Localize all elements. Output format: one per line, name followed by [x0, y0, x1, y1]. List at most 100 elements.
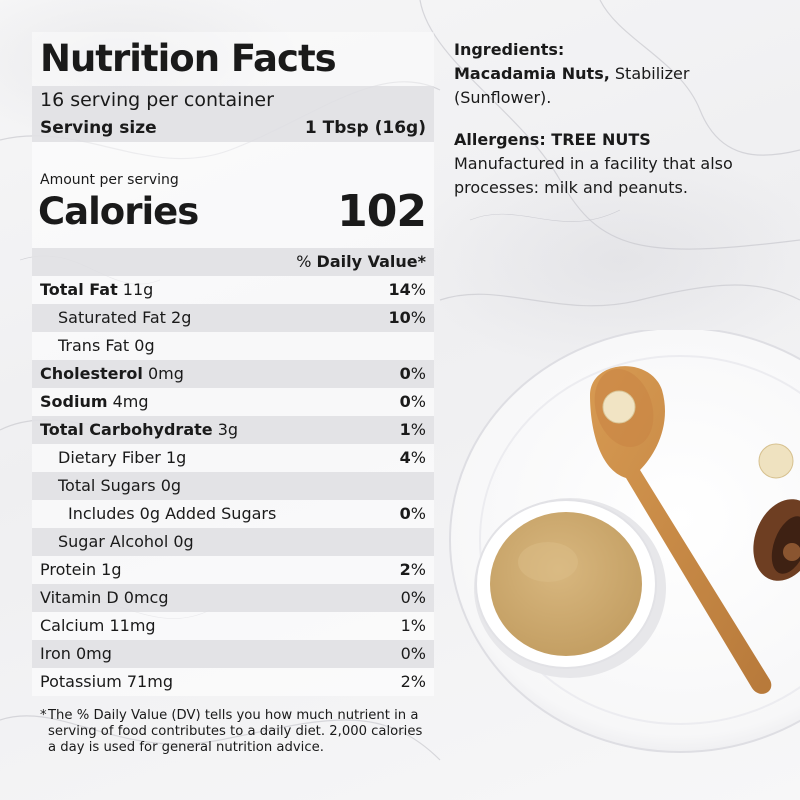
nutrient-daily-value: 0%: [400, 500, 426, 528]
nutrition-facts-panel: Nutrition Facts 16 serving per container…: [32, 32, 434, 756]
nutrient-amount: 0mg: [142, 364, 184, 383]
nutrient-row: Saturated Fat 2g 10%: [32, 304, 434, 332]
nutrient-name: Potassium 71mg: [40, 668, 173, 696]
nutrient-amount: 4mg: [107, 392, 149, 411]
calories-label: Calories: [38, 190, 199, 233]
nutrient-name: Includes 0g Added Sugars: [40, 500, 276, 528]
nutrient-rows: Total Fat 11g 14% Saturated Fat 2g 10% Trans…: [32, 276, 434, 696]
dv-rest: 2%: [400, 672, 426, 691]
nutrient-name: Saturated Fat 2g: [40, 304, 191, 332]
product-photo: [449, 330, 800, 753]
dv-rest: %: [410, 420, 426, 439]
nutrient-name: Vitamin D 0mcg: [40, 584, 169, 612]
serving-size-row: Serving size 1 Tbsp (16g): [40, 114, 426, 142]
dv-rest: %: [410, 448, 426, 467]
nutrient-name: Total Sugars 0g: [40, 472, 181, 500]
serving-info: 16 serving per container Serving size 1 …: [32, 86, 434, 142]
nutrient-daily-value: 1%: [400, 416, 426, 444]
ingredients-heading: Ingredients:: [454, 40, 565, 59]
nutrient-name: Iron 0mg: [40, 640, 112, 668]
nutrient-amount: Calcium 11mg: [40, 616, 156, 635]
nutrient-daily-value: 0%: [401, 584, 426, 612]
ingredients-allergens: Ingredients: Macadamia Nuts, Stabilizer …: [454, 38, 784, 200]
nutrient-bold-label: Sodium: [40, 392, 108, 411]
nutrient-row: Cholesterol 0mg 0%: [32, 360, 434, 388]
nutrient-row: Potassium 71mg 2%: [32, 668, 434, 696]
nutrition-title: Nutrition Facts: [32, 32, 434, 86]
amount-per-serving: Amount per serving: [40, 172, 179, 188]
nutrient-row: Trans Fat 0g: [32, 332, 434, 360]
ingredients-text: Macadamia Nuts, Stabilizer (Sunflower).: [454, 62, 784, 110]
nutrient-row: Includes 0g Added Sugars 0%: [32, 500, 434, 528]
nutrient-name: Protein 1g: [40, 556, 122, 584]
macadamia-pod: [753, 499, 800, 581]
calories-value: 102: [337, 186, 427, 237]
nutrient-daily-value: 2%: [401, 668, 426, 696]
macadamia-nut: [758, 443, 794, 479]
nutrient-row: Sugar Alcohol 0g: [32, 528, 434, 556]
dv-rest: 0%: [400, 588, 426, 607]
dv-rest: 0%: [400, 644, 426, 663]
calories-block: Amount per serving Calories 102: [32, 158, 434, 240]
nutrient-daily-value: 2%: [400, 556, 426, 584]
dv-rest: %: [410, 364, 426, 383]
dv-number: 0: [399, 392, 411, 411]
nutrient-amount: 3g: [212, 420, 239, 439]
nutrient-row: Total Fat 11g 14%: [32, 276, 434, 304]
nutrient-daily-value: 0%: [401, 640, 426, 668]
nutrient-daily-value: 0%: [400, 388, 426, 416]
nutrient-name: Total Fat 11g: [40, 276, 153, 304]
nutrient-amount: Includes 0g Added Sugars: [68, 504, 277, 523]
nutrient-name: Dietary Fiber 1g: [40, 444, 186, 472]
serving-size-label: Serving size: [40, 118, 157, 138]
nutrient-amount: Iron 0mg: [40, 644, 112, 663]
dv-rest: %: [410, 504, 426, 523]
nutrient-row: Vitamin D 0mcg 0%: [32, 584, 434, 612]
daily-value-header: % Daily Value*: [32, 248, 434, 276]
nutrient-daily-value: 0%: [400, 360, 426, 388]
nutrient-bold-label: Cholesterol: [40, 364, 143, 383]
nutrient-amount: Sugar Alcohol 0g: [58, 532, 194, 551]
dv-rest: %: [410, 560, 426, 579]
divider: [32, 240, 434, 248]
dv-prefix: %: [296, 252, 317, 271]
footnote-star: *: [40, 708, 47, 723]
dv-number: 0: [399, 364, 411, 383]
dv-number: 0: [399, 504, 411, 523]
nutrient-row: Total Carbohydrate 3g 1%: [32, 416, 434, 444]
dv-rest: %: [410, 280, 426, 299]
nutrient-bold-label: Total Fat: [40, 280, 118, 299]
nutrient-row: Sodium 4mg 0%: [32, 388, 434, 416]
wooden-spoon: [590, 366, 772, 694]
nutrient-amount: Protein 1g: [40, 560, 122, 579]
nutrient-amount: Potassium 71mg: [40, 672, 173, 691]
dv-rest: %: [410, 392, 426, 411]
dv-number: 2: [399, 560, 411, 579]
nutrient-amount: 11g: [117, 280, 154, 299]
nutrient-row: Calcium 11mg 1%: [32, 612, 434, 640]
nutrient-daily-value: 10%: [389, 304, 426, 332]
nutrient-name: Cholesterol 0mg: [40, 360, 184, 388]
bowl-of-spread: [474, 498, 666, 678]
nutrient-amount: Vitamin D 0mcg: [40, 588, 169, 607]
nutrient-daily-value: 14%: [389, 276, 426, 304]
nutrient-amount: Total Sugars 0g: [58, 476, 182, 495]
dv-rest: 1%: [400, 616, 426, 635]
nutrient-amount: Trans Fat 0g: [58, 336, 155, 355]
dv-number: 10: [388, 308, 411, 327]
nutrient-amount: Dietary Fiber 1g: [58, 448, 187, 467]
ingredients-rest: Stabilizer (Sunflower).: [454, 64, 690, 107]
dv-label: Daily Value*: [316, 252, 426, 271]
dv-number: 1: [399, 420, 411, 439]
nutrient-name: Calcium 11mg: [40, 612, 156, 640]
nutrient-name: Sodium 4mg: [40, 388, 149, 416]
allergens-text: Manufactured in a facility that also pro…: [454, 154, 733, 197]
nutrient-name: Sugar Alcohol 0g: [40, 528, 194, 556]
nutrient-row: Dietary Fiber 1g 4%: [32, 444, 434, 472]
nutrient-row: Iron 0mg 0%: [32, 640, 434, 668]
divider: [32, 142, 434, 158]
nutrient-bold-label: Total Carbohydrate: [40, 420, 213, 439]
nutrient-amount: Saturated Fat 2g: [58, 308, 192, 327]
servings-per-container: 16 serving per container: [40, 89, 274, 111]
